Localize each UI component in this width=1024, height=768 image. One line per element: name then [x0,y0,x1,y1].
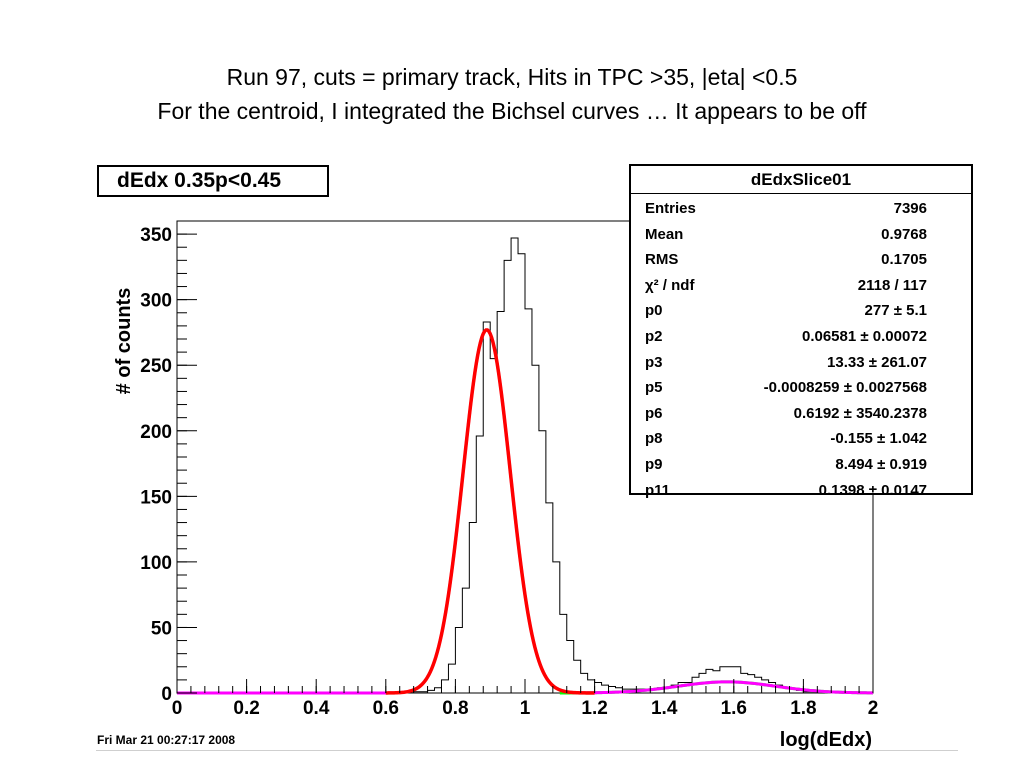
stats-box-name: dEdxSlice01 [631,166,971,194]
stats-row-p5: p5 -0.0008259 ± 0.0027568 [631,375,971,401]
stats-value: 0.06581 ± 0.00072 [801,327,927,345]
stats-box: dEdxSlice01 Entries 7396 Mean 0.9768 RMS 0.… [629,164,973,499]
footer-timestamp: Fri Mar 21 00:27:17 2008 [97,733,236,747]
y-tick-label: 150 [140,487,172,508]
stats-value: 13.33 ± 261.07 [827,353,927,371]
stats-value: 2118 / 117 [857,276,927,294]
stats-value: 0.6192 ± 3540.2378 [793,404,927,422]
stats-row-p6: p6 0.6192 ± 3540.2378 [631,401,971,427]
stats-label: Entries [645,200,696,217]
x-tick-label: 1.8 [790,698,816,719]
stats-row-entries: Entries 7396 [631,196,971,222]
x-tick-label: 1.6 [721,698,747,719]
stats-label: p6 [645,404,663,422]
stats-label: Mean [645,225,684,243]
x-tick-label: 0.4 [303,698,330,719]
histogram-title-box: dEdx 0.35p<0.45 [97,165,329,197]
stats-row-rms: RMS 0.1705 [631,247,971,273]
stats-label: RMS [645,251,679,269]
stats-value: 0.1398 ± 0.0147 [818,481,927,499]
stats-label: p3 [645,353,663,371]
stats-value: -0.155 ± 1.042 [830,430,927,448]
x-axis-label: log(dEdx) [780,729,872,751]
x-tick-label: 0.2 [233,698,259,719]
fit-curves-layer [177,328,874,695]
stats-label: p9 [645,455,663,473]
stats-label: p5 [645,379,663,397]
stats-row-p3: p3 13.33 ± 261.07 [631,350,971,376]
stats-row-p2: p2 0.06581 ± 0.00072 [631,324,971,350]
y-tick-label: 300 [140,291,172,312]
stats-value: 8.494 ± 0.919 [835,455,927,473]
stats-value: 277 ± 5.1 [864,302,927,320]
y-tick-label: 0 [161,684,172,705]
stats-value: 7396 [893,200,927,217]
stats-value: 0.9768 [881,225,927,243]
y-tick-label: 100 [140,553,172,574]
y-tick-label: 50 [151,618,172,639]
y-tick-label: 250 [140,356,172,377]
stats-row-mean: Mean 0.9768 [631,222,971,248]
stats-label: χ² / ndf [645,276,695,294]
footer-divider [96,750,958,751]
x-tick-label: 1 [520,698,531,719]
stats-row-p11: p11 0.1398 ± 0.0147 [631,478,971,504]
stats-label: p8 [645,430,663,448]
fit-curve-main [385,328,595,695]
stats-row-p0: p0 277 ± 5.1 [631,298,971,324]
stats-label: p2 [645,327,663,345]
x-tick-label: 2 [868,698,879,719]
x-tick-label: 0 [172,698,183,719]
x-tick-label: 1.2 [581,698,607,719]
stats-row-chi2: χ² / ndf 2118 / 117 [631,273,971,299]
stats-value: -0.0008259 ± 0.0027568 [763,379,927,397]
histogram-title: dEdx 0.35p<0.45 [117,169,282,192]
stats-row-p9: p9 8.494 ± 0.919 [631,452,971,478]
slide-title-line-1: Run 97, cuts = primary track, Hits in TP… [226,64,798,90]
axes-layer: 0 0.2 0.4 0.6 0.8 1 1.2 1.4 1.6 1.8 2 0 50 100 150 200 2… [140,220,879,719]
stats-label: p11 [645,481,671,499]
stats-label: p0 [645,302,663,320]
stats-rows: Entries 7396 Mean 0.9768 RMS 0.1705 χ² / nd… [631,194,971,503]
y-tick-label: 350 [140,225,172,246]
stats-row-p8: p8 -0.155 ± 1.042 [631,426,971,452]
x-tick-label: 1.4 [651,698,678,719]
y-axis-label: # of counts [113,288,135,395]
x-tick-label: 0.8 [442,698,468,719]
slide-title-line-2: For the centroid, I integrated the Bichs… [157,98,867,124]
y-tick-label: 200 [140,422,172,443]
stats-value: 0.1705 [881,251,927,269]
x-tick-label: 0.6 [373,698,399,719]
